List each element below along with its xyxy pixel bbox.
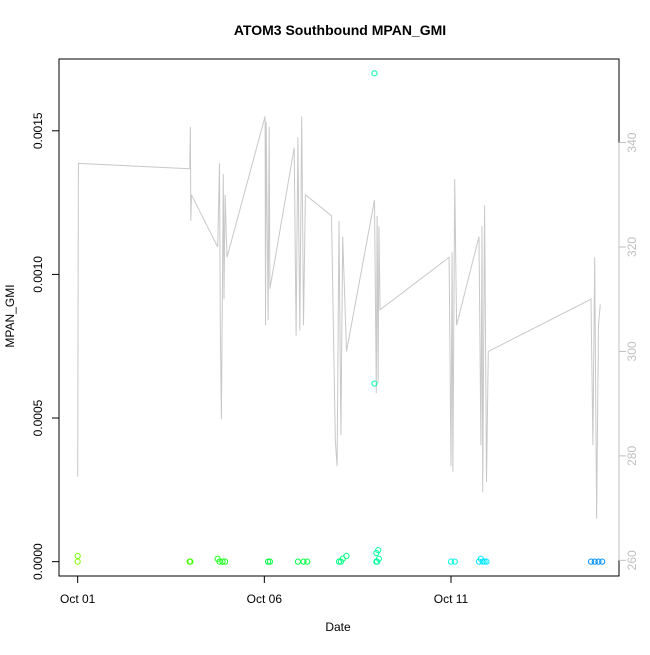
y-tick-label: 0.0015 (31, 112, 45, 149)
y-axis-label: MPAN_GMI (3, 284, 17, 347)
data-point (304, 558, 311, 565)
data-point (219, 558, 226, 565)
data-point (343, 552, 350, 559)
data-point (481, 558, 488, 565)
data-point (74, 558, 81, 565)
data-point (595, 558, 602, 565)
data-point (266, 558, 274, 565)
data-point (375, 547, 382, 554)
data-point (451, 558, 458, 565)
y2-tick-label: 320 (625, 237, 639, 257)
y2-tick-label: 340 (625, 132, 639, 152)
x-tick-label: Oct 06 (247, 592, 283, 606)
data-point (371, 70, 378, 77)
x-tick-label: Oct 11 (434, 592, 469, 606)
y-tick-label: 0.0010 (31, 256, 45, 293)
data-point (222, 558, 229, 565)
y2-tick-label: 260 (625, 550, 639, 570)
data-point (187, 558, 194, 565)
y-tick-label: 0.0005 (31, 399, 45, 436)
data-point (479, 558, 486, 565)
data-point (447, 558, 455, 565)
secondary-series-line (77, 116, 601, 519)
axis-layer: Oct 01 Oct 06 Oct 11 0.0000 0.0005 0.0010 0.00… (31, 112, 639, 606)
data-point (74, 552, 81, 559)
x-axis-label: Date (325, 620, 351, 634)
y2-tick-label: 300 (625, 341, 639, 361)
y2-tick-label: 280 (625, 446, 639, 466)
data-point (483, 558, 490, 565)
data-point (591, 558, 598, 565)
chart-title: ATOM3 Southbound MPAN_GMI (234, 22, 446, 38)
point-layer (74, 70, 606, 565)
x-tick-label: Oct 01 (60, 592, 96, 606)
data-point (599, 558, 606, 565)
data-point (587, 558, 595, 565)
data-point (300, 558, 307, 565)
data-point (373, 558, 381, 565)
data-point (264, 558, 272, 565)
data-point (371, 380, 378, 387)
line-layer (77, 116, 601, 519)
y-tick-label: 0.0000 (31, 543, 45, 580)
